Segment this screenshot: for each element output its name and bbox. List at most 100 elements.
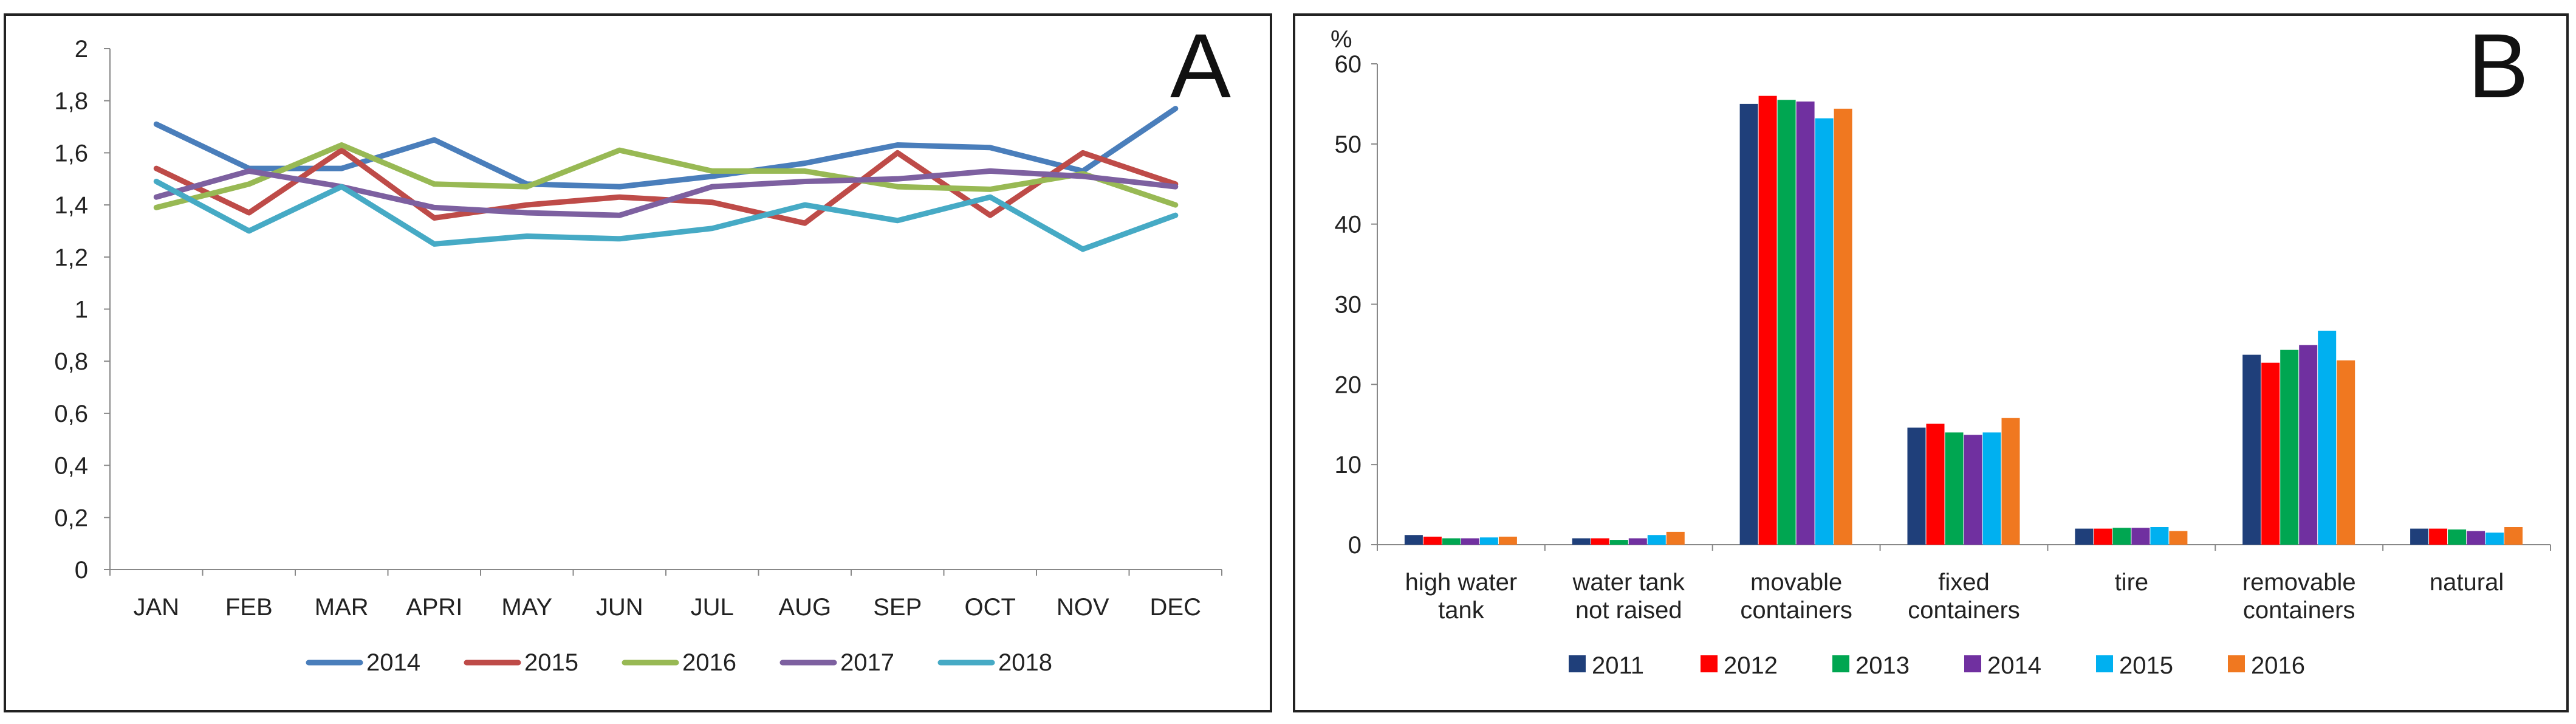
x-tick-label: JUL bbox=[691, 594, 734, 621]
x-tick-label: APRI bbox=[406, 594, 462, 621]
y-tick-label: 60 bbox=[1335, 51, 1362, 78]
x-tick-label: OCT bbox=[965, 594, 1016, 621]
y-axis-unit-label: % bbox=[1331, 26, 1352, 53]
series-line-2017 bbox=[153, 168, 1179, 218]
bar-2012 bbox=[1591, 538, 1609, 545]
bar-2013 bbox=[1945, 432, 1964, 545]
bar-2014 bbox=[2131, 528, 2150, 545]
legend-swatch-2011 bbox=[1569, 655, 1586, 672]
bar-2011 bbox=[2075, 528, 2094, 545]
legend-swatch-2014 bbox=[1964, 655, 1981, 672]
legend-label: 2014 bbox=[366, 649, 420, 676]
y-tick-label: 0,4 bbox=[54, 453, 88, 480]
legend-label: 2015 bbox=[524, 649, 578, 676]
x-tick-label: MAY bbox=[501, 594, 552, 621]
x-tick-label: JAN bbox=[133, 594, 179, 621]
x-tick-label: SEP bbox=[873, 594, 922, 621]
x-tick-label: DEC bbox=[1150, 594, 1201, 621]
x-tick-label: containers bbox=[1908, 597, 2020, 624]
bar-2013 bbox=[2280, 350, 2299, 545]
x-tick-label: AUG bbox=[778, 594, 831, 621]
y-tick-label: 20 bbox=[1335, 371, 1362, 398]
bar-2013 bbox=[2112, 528, 2131, 545]
legend-label: 2016 bbox=[2251, 652, 2305, 679]
bar-2011 bbox=[1572, 538, 1591, 545]
bar-2015 bbox=[1982, 432, 2001, 545]
series-line-2014 bbox=[153, 106, 1179, 190]
x-tick-label: high water bbox=[1405, 569, 1518, 596]
legend-label: 2011 bbox=[1592, 652, 1644, 679]
bar-2015 bbox=[1647, 535, 1666, 545]
bar-2016 bbox=[2504, 527, 2523, 545]
y-tick-label: 10 bbox=[1335, 452, 1362, 478]
bar-2013 bbox=[1777, 100, 1796, 545]
legend-label: 2014 bbox=[1987, 652, 2041, 679]
bar-2015 bbox=[1479, 537, 1498, 545]
x-tick-label: fixed bbox=[1938, 569, 1990, 596]
panel-a-line-chart: A 0 0,2 0,4 0,6 0,8 1 1,2 1,4 1,6 1,8 2 JAN FEB MAR AP… bbox=[4, 13, 1272, 712]
x-tick-label: tire bbox=[2115, 569, 2149, 596]
bar-2016 bbox=[1834, 108, 1852, 545]
legend-label: 2017 bbox=[840, 649, 894, 676]
y-tick-label: 40 bbox=[1335, 212, 1362, 238]
bar-2012 bbox=[2261, 362, 2280, 545]
bar-2013 bbox=[1609, 540, 1628, 545]
x-tick-label: NOV bbox=[1057, 594, 1109, 621]
bar-2016 bbox=[1498, 536, 1517, 545]
legend-label: 2018 bbox=[998, 649, 1052, 676]
x-tick-label: not raised bbox=[1575, 597, 1682, 624]
panel-label: A bbox=[1170, 16, 1231, 117]
panel-label: B bbox=[2468, 16, 2529, 117]
bar-2014 bbox=[1964, 435, 1982, 545]
bar-2016 bbox=[1666, 531, 1685, 545]
bar-2016 bbox=[2001, 418, 2020, 545]
bar-2015 bbox=[2318, 331, 2337, 545]
bar-2014 bbox=[1628, 538, 1647, 545]
x-tick-label: containers bbox=[1740, 597, 1852, 624]
bar-2012 bbox=[1423, 536, 1442, 545]
bar-2015 bbox=[1815, 118, 1834, 545]
legend-swatch-2013 bbox=[1832, 655, 1849, 672]
bar-2014 bbox=[2299, 345, 2318, 545]
bar-2011 bbox=[1739, 103, 1758, 545]
bar-2012 bbox=[2094, 528, 2112, 545]
bar-2016 bbox=[2169, 531, 2188, 545]
y-tick-label: 0,2 bbox=[54, 505, 88, 531]
legend-label: 2013 bbox=[1855, 652, 1910, 679]
y-tick-label: 0,6 bbox=[54, 401, 88, 427]
bar-2011 bbox=[1404, 535, 1423, 545]
bar-2012 bbox=[2429, 528, 2448, 545]
y-tick-label: 0 bbox=[1348, 532, 1362, 559]
legend-label: 2012 bbox=[1724, 652, 1778, 679]
x-tick-label: natural bbox=[2430, 569, 2504, 596]
x-tick-label: FEB bbox=[225, 594, 273, 621]
bar-2014 bbox=[2467, 531, 2485, 545]
bar-2013 bbox=[1442, 538, 1461, 545]
y-tick-label: 1,2 bbox=[54, 244, 88, 271]
line-chart-svg: A 0 0,2 0,4 0,6 0,8 1 1,2 1,4 1,6 1,8 2 JAN FEB MAR AP… bbox=[54, 16, 1231, 676]
y-tick-label: 30 bbox=[1335, 292, 1362, 319]
bar-2011 bbox=[2410, 528, 2429, 545]
x-tick-label: MAR bbox=[315, 594, 369, 621]
x-tick-label: JUN bbox=[596, 594, 643, 621]
legend-swatch-2012 bbox=[1701, 655, 1718, 672]
legend-label: 2016 bbox=[682, 649, 736, 676]
bar-2011 bbox=[2242, 354, 2261, 545]
panel-b-bar-chart: B % 0 10 20 30 40 50 60 high water tank water tan… bbox=[1293, 13, 2569, 712]
bar-2015 bbox=[2485, 533, 2504, 545]
y-tick-label: 50 bbox=[1335, 131, 1362, 158]
x-tick-label: movable bbox=[1750, 569, 1842, 596]
legend-swatch-2015 bbox=[2096, 655, 2113, 672]
y-tick-label: 0,8 bbox=[54, 348, 88, 375]
series-line-2018 bbox=[153, 179, 1179, 252]
x-tick-label: removable bbox=[2242, 569, 2356, 596]
bar-2011 bbox=[1907, 427, 1926, 545]
legend-label: 2015 bbox=[2119, 652, 2173, 679]
bar-2014 bbox=[1796, 102, 1815, 545]
series-line-2016 bbox=[153, 142, 1179, 210]
bar-2012 bbox=[1758, 95, 1777, 545]
x-tick-label: water tank bbox=[1572, 569, 1686, 596]
y-tick-label: 1,4 bbox=[54, 192, 88, 219]
bar-2014 bbox=[1461, 538, 1479, 545]
